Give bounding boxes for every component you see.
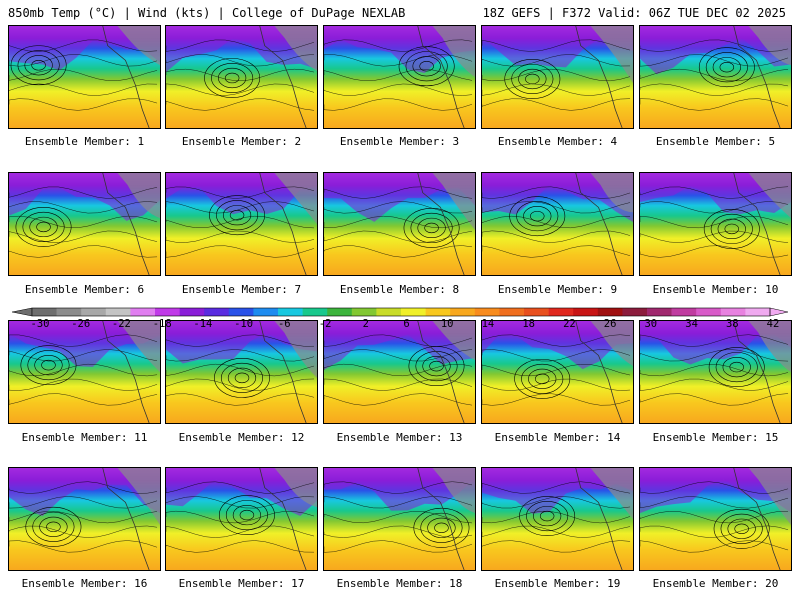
colorbar-tick-label: 22: [563, 318, 576, 330]
ensemble-member-label: Ensemble Member: 8: [339, 283, 460, 296]
ensemble-map-13: [323, 320, 476, 424]
colorbar-swatch: [327, 308, 353, 316]
ensemble-member-label: Ensemble Member: 5: [655, 135, 776, 148]
ensemble-map-4: [481, 25, 634, 129]
colorbar-swatch: [278, 308, 303, 316]
colorbar-swatch: [228, 308, 254, 316]
ensemble-member-label: Ensemble Member: 11: [21, 431, 148, 444]
ensemble-map-7: [165, 172, 318, 276]
ensemble-map-14: [481, 320, 634, 424]
ensemble-member-label: Ensemble Member: 14: [494, 431, 621, 444]
colorbar-tick-label: 2: [363, 318, 369, 330]
colorbar-swatch: [302, 308, 328, 316]
colorbar-swatch: [155, 308, 180, 316]
ensemble-map-18: [323, 467, 476, 571]
colorbar-left-arrow: [11, 307, 33, 317]
ensemble-map-16: [8, 467, 161, 571]
colorbar-tick-label: -30: [31, 318, 50, 330]
colorbar-tick-label: 34: [685, 318, 698, 330]
colorbar-swatch: [253, 308, 279, 316]
ensemble-member-label: Ensemble Member: 7: [181, 283, 302, 296]
ensemble-member-label: Ensemble Member: 12: [178, 431, 305, 444]
colorbar-swatch: [597, 308, 623, 316]
colorbar-tick-label: 26: [604, 318, 617, 330]
ensemble-map-6: [8, 172, 161, 276]
ensemble-member-label: Ensemble Member: 3: [339, 135, 460, 148]
header-title-left: 850mb Temp (°C) | Wind (kts) | College o…: [8, 6, 406, 20]
colorbar-tick-label: -6: [278, 318, 291, 330]
ensemble-map-11: [8, 320, 161, 424]
ensemble-member-label: Ensemble Member: 2: [181, 135, 302, 148]
colorbar-right-arrow: [769, 307, 789, 317]
ensemble-map-15: [639, 320, 792, 424]
ensemble-map-17: [165, 467, 318, 571]
colorbar-swatch: [524, 308, 549, 316]
temperature-colorbar: -30 -26 -22 -18 -14 -10 -6 -2 2 6 10 14 18 22 26 30 34 38…: [11, 307, 789, 330]
ensemble-map-8: [323, 172, 476, 276]
ensemble-map-5: [639, 25, 792, 129]
colorbar-tick-label: 42: [767, 318, 780, 330]
ensemble-map-9: [481, 172, 634, 276]
ensemble-member-label: Ensemble Member: 19: [494, 577, 621, 590]
colorbar-swatch: [450, 308, 476, 316]
ensemble-member-label: Ensemble Member: 15: [652, 431, 779, 444]
ensemble-map-19: [481, 467, 634, 571]
colorbar-tick-label: -26: [71, 318, 90, 330]
colorbar-swatch: [204, 308, 230, 316]
colorbar-swatch: [745, 308, 771, 316]
ensemble-map-20: [639, 467, 792, 571]
colorbar-tick-label: -14: [193, 318, 212, 330]
ensemble-member-label: Ensemble Member: 1: [24, 135, 145, 148]
ensemble-member-label: Ensemble Member: 13: [336, 431, 463, 444]
colorbar-swatch: [499, 308, 525, 316]
ensemble-member-label: Ensemble Member: 16: [21, 577, 148, 590]
colorbar-swatch: [720, 308, 746, 316]
colorbar-swatch: [696, 308, 722, 316]
colorbar-swatch: [32, 308, 57, 316]
ensemble-member-label: Ensemble Member: 6: [24, 283, 145, 296]
colorbar-swatch: [548, 308, 574, 316]
ensemble-map-2: [165, 25, 318, 129]
ensemble-map-3: [323, 25, 476, 129]
colorbar-border: [31, 307, 771, 317]
colorbar-swatch: [56, 308, 82, 316]
colorbar-tick-label: 6: [403, 318, 409, 330]
colorbar-tick-label: 30: [644, 318, 657, 330]
colorbar-tick-label: 10: [441, 318, 454, 330]
colorbar-swatch: [671, 308, 697, 316]
colorbar-swatch: [351, 308, 377, 316]
colorbar-tick-label: 18: [522, 318, 535, 330]
ensemble-map-12: [165, 320, 318, 424]
ensemble-map-10: [639, 172, 792, 276]
colorbar-swatch: [179, 308, 205, 316]
colorbar-swatch: [647, 308, 672, 316]
ensemble-member-label: Ensemble Member: 9: [497, 283, 618, 296]
ensemble-member-label: Ensemble Member: 10: [652, 283, 779, 296]
ensemble-member-label: Ensemble Member: 18: [336, 577, 463, 590]
colorbar-swatch: [376, 308, 402, 316]
colorbar-swatch: [425, 308, 451, 316]
ensemble-member-label: Ensemble Member: 17: [178, 577, 305, 590]
ensemble-member-label: Ensemble Member: 4: [497, 135, 618, 148]
colorbar-tick-label: -2: [319, 318, 332, 330]
colorbar-swatch: [573, 308, 599, 316]
colorbar-tick-label: -18: [153, 318, 172, 330]
colorbar-tick-label: 14: [482, 318, 495, 330]
colorbar-swatch: [130, 308, 156, 316]
colorbar-swatch: [81, 308, 107, 316]
colorbar-swatch: [474, 308, 500, 316]
colorbar-tick-label: -22: [112, 318, 131, 330]
header-title-right: 18Z GEFS | F372 Valid: 06Z TUE DEC 02 20…: [482, 6, 786, 20]
colorbar-swatch: [401, 308, 426, 316]
ensemble-map-1: [8, 25, 161, 129]
colorbar-tick-label: -10: [234, 318, 253, 330]
colorbar-swatch: [105, 308, 131, 316]
ensemble-member-label: Ensemble Member: 20: [652, 577, 779, 590]
colorbar-swatch: [622, 308, 648, 316]
colorbar-tick-label: 38: [726, 318, 739, 330]
